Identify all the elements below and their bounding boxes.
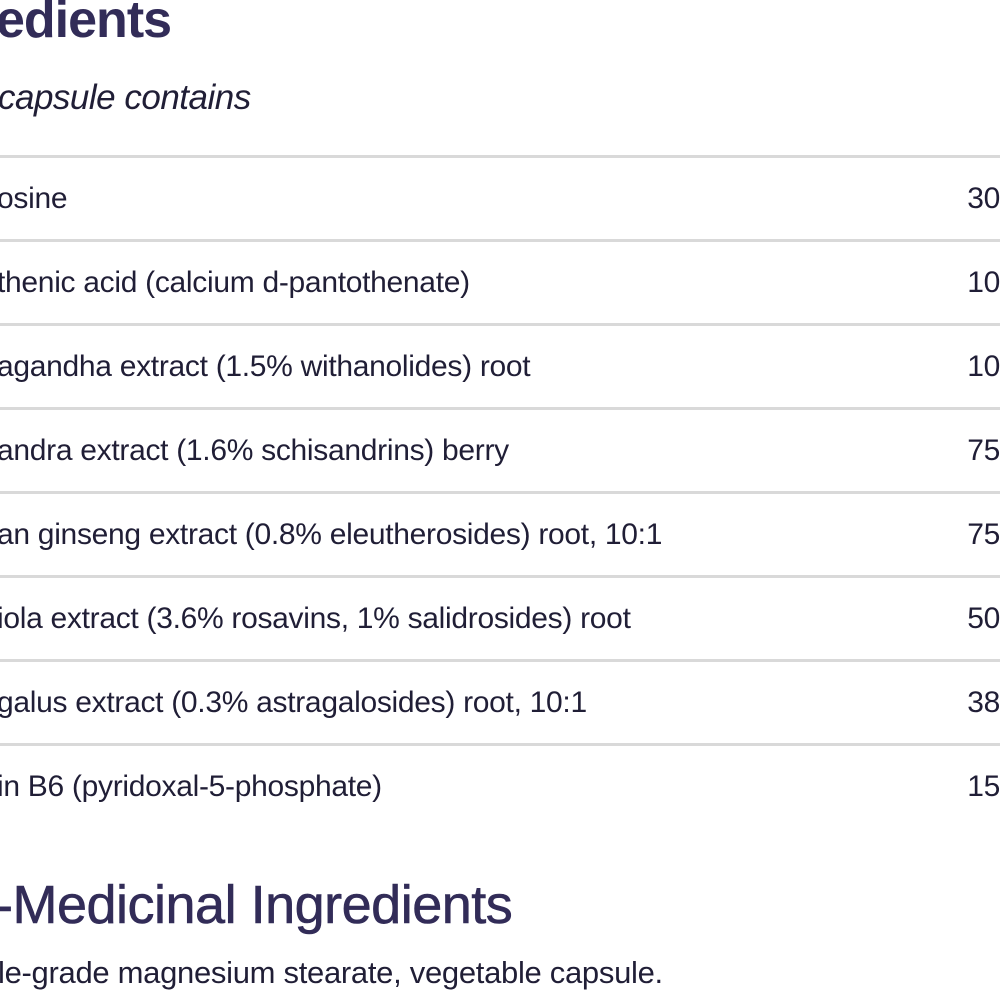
table-row: agandha extract (1.5% withanolides) root… bbox=[0, 323, 1000, 407]
ingredient-amount: 38 bbox=[967, 685, 1000, 719]
table-row: an ginseng extract (0.8% eleutherosides)… bbox=[0, 491, 1000, 575]
table-row: in B6 (pyridoxal-5-phosphate) 15 bbox=[0, 743, 1000, 827]
ingredient-name: galus extract (0.3% astragalosides) root… bbox=[0, 685, 587, 719]
ingredient-amount: 75 bbox=[967, 433, 1000, 467]
non-medicinal-section-title: -Medicinal Ingredients bbox=[0, 875, 513, 935]
table-row: iola extract (3.6% rosavins, 1% salidros… bbox=[0, 575, 1000, 659]
ingredient-amount: 10 bbox=[967, 265, 1000, 299]
ingredient-name: in B6 (pyridoxal-5-phosphate) bbox=[0, 769, 382, 803]
ingredients-table: osine 30 thenic acid (calcium d-pantothe… bbox=[0, 155, 1000, 827]
table-row: andra extract (1.6% schisandrins) berry … bbox=[0, 407, 1000, 491]
page-title: edients bbox=[0, 0, 172, 49]
ingredient-amount: 50 bbox=[967, 601, 1000, 635]
ingredient-name: an ginseng extract (0.8% eleutherosides)… bbox=[0, 517, 663, 551]
non-medicinal-ingredients-text: le-grade magnesium stearate, vegetable c… bbox=[0, 955, 663, 990]
ingredient-amount: 10 bbox=[967, 349, 1000, 383]
table-row: thenic acid (calcium d-pantothenate) 10 bbox=[0, 239, 1000, 323]
ingredient-amount: 75 bbox=[967, 517, 1000, 551]
ingredient-name: iola extract (3.6% rosavins, 1% salidros… bbox=[0, 601, 631, 635]
table-row: osine 30 bbox=[0, 155, 1000, 239]
ingredient-amount: 30 bbox=[967, 181, 1000, 215]
ingredient-name: andra extract (1.6% schisandrins) berry bbox=[0, 433, 509, 467]
ingredient-name: thenic acid (calcium d-pantothenate) bbox=[0, 265, 470, 299]
ingredient-amount: 15 bbox=[967, 769, 1000, 803]
ingredient-name: osine bbox=[0, 181, 68, 215]
table-row: galus extract (0.3% astragalosides) root… bbox=[0, 659, 1000, 743]
ingredient-name: agandha extract (1.5% withanolides) root bbox=[0, 349, 531, 383]
serving-subtitle: capsule contains bbox=[0, 78, 251, 117]
